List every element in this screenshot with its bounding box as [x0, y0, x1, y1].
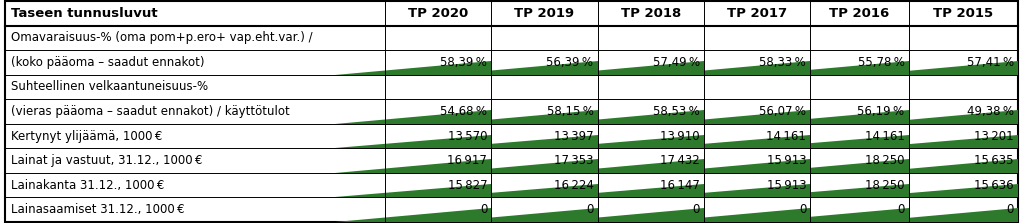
Polygon shape: [654, 61, 810, 75]
Text: 16 224: 16 224: [553, 179, 593, 192]
Text: Suhteellinen velkaantuneisuus-%: Suhteellinen velkaantuneisuus-%: [11, 81, 209, 93]
Text: 58,33 %: 58,33 %: [759, 56, 806, 69]
Text: TP 2018: TP 2018: [621, 7, 681, 20]
Text: TP 2017: TP 2017: [727, 7, 787, 20]
Text: 17 432: 17 432: [660, 154, 700, 167]
Polygon shape: [336, 110, 491, 124]
Text: 13 570: 13 570: [448, 130, 487, 142]
Polygon shape: [442, 184, 597, 197]
Text: TP 2019: TP 2019: [515, 7, 575, 20]
Text: Lainat ja vastuut, 31.12., 1000 €: Lainat ja vastuut, 31.12., 1000 €: [11, 154, 203, 167]
Text: Kertynyt ylijäämä, 1000 €: Kertynyt ylijäämä, 1000 €: [11, 130, 163, 142]
Text: TP 2015: TP 2015: [933, 7, 993, 20]
Text: 15 636: 15 636: [974, 179, 1014, 192]
Text: 55,78 %: 55,78 %: [857, 56, 904, 69]
Text: 16 147: 16 147: [660, 179, 700, 192]
Text: 17 353: 17 353: [554, 154, 593, 167]
Polygon shape: [442, 135, 597, 148]
Text: 0: 0: [897, 203, 904, 216]
Text: 0: 0: [480, 203, 487, 216]
Text: 57,41 %: 57,41 %: [967, 56, 1014, 69]
Text: 15 913: 15 913: [766, 154, 806, 167]
Text: 14 161: 14 161: [766, 130, 806, 142]
Polygon shape: [442, 61, 597, 75]
Polygon shape: [654, 110, 810, 124]
Polygon shape: [654, 135, 810, 148]
Text: 15 913: 15 913: [766, 179, 806, 192]
Text: 13 910: 13 910: [660, 130, 700, 142]
Text: 0: 0: [799, 203, 806, 216]
Polygon shape: [752, 61, 908, 75]
Text: 58,39 %: 58,39 %: [440, 56, 487, 69]
Polygon shape: [442, 208, 597, 222]
Text: 13 397: 13 397: [553, 130, 593, 142]
Polygon shape: [547, 61, 704, 75]
Text: 15 827: 15 827: [447, 179, 487, 192]
Polygon shape: [336, 208, 491, 222]
Polygon shape: [861, 61, 1018, 75]
Text: 56,07 %: 56,07 %: [759, 105, 806, 118]
Polygon shape: [752, 159, 908, 173]
Text: TP 2020: TP 2020: [408, 7, 469, 20]
Text: 58,15 %: 58,15 %: [546, 105, 593, 118]
Text: 54,68 %: 54,68 %: [440, 105, 487, 118]
Text: 57,49 %: 57,49 %: [653, 56, 700, 69]
Text: 18 250: 18 250: [864, 179, 904, 192]
Polygon shape: [752, 208, 908, 222]
Text: 0: 0: [586, 203, 593, 216]
Text: 15 635: 15 635: [974, 154, 1014, 167]
Polygon shape: [336, 159, 491, 173]
Polygon shape: [336, 184, 491, 197]
Text: (koko pääoma – saadut ennakot): (koko pääoma – saadut ennakot): [11, 56, 205, 69]
Polygon shape: [654, 159, 810, 173]
Text: Taseen tunnusluvut: Taseen tunnusluvut: [11, 7, 158, 20]
Polygon shape: [861, 135, 1018, 148]
Polygon shape: [442, 110, 597, 124]
Text: 0: 0: [693, 203, 700, 216]
Polygon shape: [547, 110, 704, 124]
Polygon shape: [547, 208, 704, 222]
Polygon shape: [654, 208, 810, 222]
Text: 56,39 %: 56,39 %: [546, 56, 593, 69]
Polygon shape: [752, 184, 908, 197]
Text: 56,19 %: 56,19 %: [857, 105, 904, 118]
Polygon shape: [336, 135, 491, 148]
Text: 58,53 %: 58,53 %: [653, 105, 700, 118]
Polygon shape: [654, 184, 810, 197]
Text: 0: 0: [1007, 203, 1014, 216]
Polygon shape: [547, 184, 704, 197]
Text: 13 201: 13 201: [974, 130, 1014, 142]
Text: 16 917: 16 917: [447, 154, 487, 167]
Text: 18 250: 18 250: [864, 154, 904, 167]
Text: Lainakanta 31.12., 1000 €: Lainakanta 31.12., 1000 €: [11, 179, 165, 192]
Polygon shape: [547, 159, 704, 173]
Text: 14 161: 14 161: [864, 130, 904, 142]
Text: TP 2016: TP 2016: [830, 7, 890, 20]
Polygon shape: [442, 159, 597, 173]
Text: Omavaraisuus-% (oma pom+p.ero+ vap.eht.var.) /: Omavaraisuus-% (oma pom+p.ero+ vap.eht.v…: [11, 31, 313, 44]
Polygon shape: [547, 135, 704, 148]
Polygon shape: [861, 110, 1018, 124]
Polygon shape: [752, 135, 908, 148]
Polygon shape: [861, 208, 1018, 222]
Polygon shape: [336, 61, 491, 75]
Polygon shape: [861, 184, 1018, 197]
Polygon shape: [752, 110, 908, 124]
Text: Lainasaamiset 31.12., 1000 €: Lainasaamiset 31.12., 1000 €: [11, 203, 185, 216]
Polygon shape: [861, 159, 1018, 173]
Text: 49,38 %: 49,38 %: [967, 105, 1014, 118]
Text: (vieras pääoma – saadut ennakot) / käyttötulot: (vieras pääoma – saadut ennakot) / käytt…: [11, 105, 290, 118]
